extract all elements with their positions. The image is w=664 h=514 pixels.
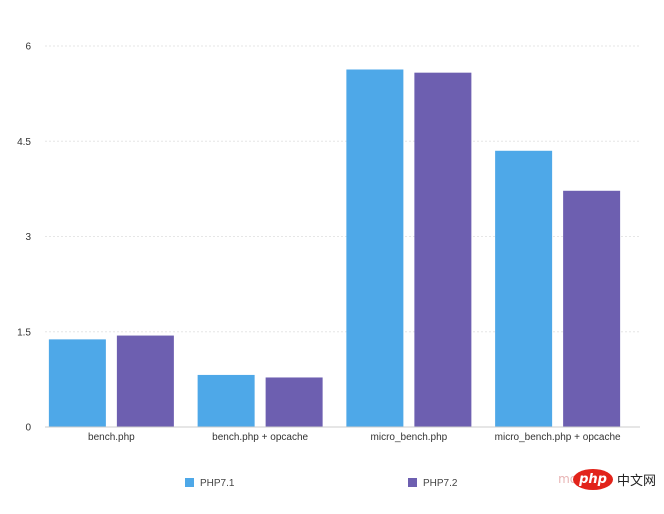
watermark-faint-text: mo [558,472,578,486]
bars [48,69,621,428]
bar-php72-3 [414,72,472,428]
bar-php71-3 [346,69,404,428]
php-cn-watermark: mo php 中文网 [558,466,656,492]
y-tick-label: 3 [25,232,31,243]
legend: PHP7.1 PHP7.2 [185,478,458,489]
bar-php72-4 [563,190,621,427]
legend-label: PHP7.2 [423,478,458,489]
x-tick-label: bench.php [88,432,135,443]
x-tick-label: micro_bench.php [371,432,448,443]
bar-php71-2 [197,374,255,427]
php-logo: php [573,468,613,490]
bar-php72-2 [265,377,323,427]
x-axis-tick-labels: bench.php bench.php + opcache micro_bench.… [88,432,621,443]
y-tick-label: 4.5 [17,137,31,148]
watermark-site-name: 中文网 [616,473,656,489]
x-tick-label: bench.php + opcache [212,432,308,443]
legend-label: PHP7.1 [200,478,235,489]
bar-php72-1 [116,335,174,427]
bar-php71-1 [48,339,106,427]
y-tick-label: 0 [25,423,31,434]
bar-php71-4 [495,150,553,427]
y-tick-label: 1.5 [17,327,31,338]
y-tick-label: 6 [25,42,31,53]
y-axis-tick-labels: 0 1.5 3 4.5 6 [17,42,31,434]
legend-swatch [408,478,417,487]
x-tick-label: micro_bench.php + opcache [495,432,621,443]
legend-swatch [185,478,194,487]
grid-lines [45,45,640,333]
